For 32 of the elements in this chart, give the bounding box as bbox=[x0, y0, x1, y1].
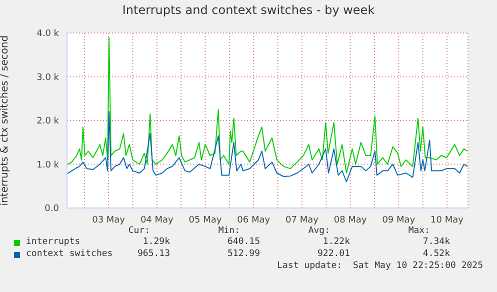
text: 1.22k bbox=[322, 237, 350, 247]
x-tick-label: 06 May bbox=[237, 215, 271, 226]
text: 965.13 bbox=[137, 249, 170, 259]
text: 1.29k bbox=[142, 237, 170, 247]
text: 4.52k bbox=[422, 249, 450, 259]
y-tick-label: 0.0 bbox=[44, 204, 60, 214]
text: 7.34k bbox=[422, 237, 450, 247]
y-axis-title: interrupts & ctx switches / second bbox=[0, 35, 11, 206]
text: 512.99 bbox=[226, 249, 260, 259]
text: Avg: bbox=[307, 226, 330, 236]
x-tick-label: 05 May bbox=[188, 215, 222, 226]
text: 922.01 bbox=[316, 249, 350, 259]
x-tick-label: 04 May bbox=[140, 215, 174, 226]
legend-label: interrupts bbox=[26, 237, 80, 247]
text: Min: bbox=[217, 226, 240, 236]
text: Max: bbox=[407, 226, 430, 236]
legend-label: context switches bbox=[26, 249, 113, 259]
x-tick-label: 08 May bbox=[334, 215, 368, 226]
x-tick-label: 03 May bbox=[92, 215, 126, 226]
x-tick-label: 10 May bbox=[430, 215, 464, 226]
y-tick-label: 1.0 k bbox=[36, 160, 60, 170]
text: Last update: Sat May 10 22:25:00 2025 bbox=[277, 261, 483, 271]
x-tick-label: 09 May bbox=[382, 215, 416, 226]
y-tick-label: 3.0 k bbox=[36, 72, 60, 83]
line-series bbox=[67, 111, 468, 182]
chart-title: Interrupts and context switches - by week bbox=[121, 3, 376, 17]
y-tick-label: 4.0 k bbox=[36, 29, 60, 40]
text: 640.15 bbox=[226, 237, 260, 247]
x-tick-label: 07 May bbox=[286, 215, 320, 226]
line-series bbox=[67, 36, 468, 174]
text: Cur: bbox=[127, 226, 150, 236]
y-tick-label: 2.0 k bbox=[36, 116, 60, 127]
